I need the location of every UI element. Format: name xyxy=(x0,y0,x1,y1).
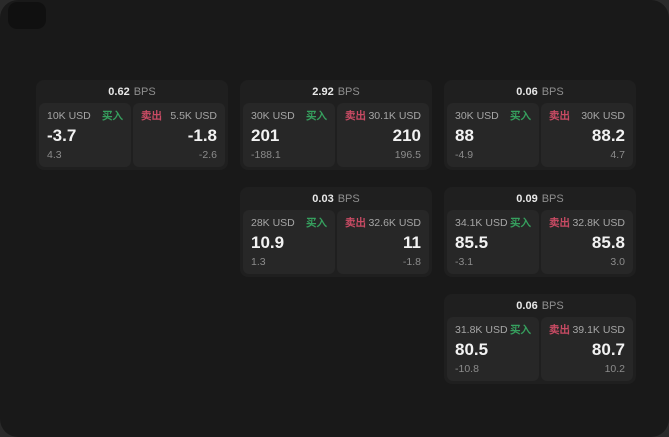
sell-side-label: 卖出 xyxy=(549,217,570,229)
bps-unit: BPS xyxy=(337,192,360,205)
buy-price: 10.9 xyxy=(251,233,285,252)
buy-delta: -4.9 xyxy=(455,149,474,161)
buy-price: 88 xyxy=(455,126,474,145)
sell-quote-panel[interactable]: 卖出 5.5K USD -1.8 -2.6 xyxy=(133,103,225,167)
card-header: 2.92 BPS xyxy=(240,80,432,103)
card-panels: 10K USD 买入 -3.7 4.3 卖出 5.5K USD -1.8 -2.… xyxy=(39,103,225,167)
sell-delta: 10.2 xyxy=(604,363,625,375)
sell-delta: 196.5 xyxy=(394,149,421,161)
sell-price: 80.7 xyxy=(591,340,625,359)
buy-amount: 30K USD xyxy=(251,110,295,122)
buy-quote-panel[interactable]: 30K USD 买入 88 -4.9 xyxy=(447,103,539,167)
buy-price: -3.7 xyxy=(47,126,77,145)
buy-side-label: 买入 xyxy=(510,217,531,229)
buy-price: 85.5 xyxy=(455,233,489,252)
card-header: 0.06 BPS xyxy=(444,294,636,317)
buy-quote-panel[interactable]: 31.8K USD 买入 80.5 -10.8 xyxy=(447,317,539,381)
quote-card: 0.62 BPS 10K USD 买入 -3.7 4.3 卖出 5.5K USD… xyxy=(36,80,228,170)
buy-amount: 31.8K USD xyxy=(455,324,508,336)
buy-price: 80.5 xyxy=(455,340,489,359)
bps-value: 0.06 xyxy=(516,299,538,312)
card-panels: 31.8K USD 买入 80.5 -10.8 卖出 39.1K USD 80.… xyxy=(447,317,633,381)
bps-value: 2.92 xyxy=(312,85,334,98)
sell-side-label: 卖出 xyxy=(549,324,570,336)
buy-side-label: 买入 xyxy=(306,217,327,229)
quote-card: 0.06 BPS 31.8K USD 买入 80.5 -10.8 卖出 39.1… xyxy=(444,294,636,384)
buy-side-label: 买入 xyxy=(510,110,531,122)
buy-side-label: 买入 xyxy=(102,110,123,122)
corner-tab-button[interactable] xyxy=(8,2,46,29)
card-header: 0.62 BPS xyxy=(36,80,228,103)
buy-quote-panel[interactable]: 34.1K USD 买入 85.5 -3.1 xyxy=(447,210,539,274)
card-header: 0.03 BPS xyxy=(240,187,432,210)
sell-price: -1.8 xyxy=(187,126,217,145)
sell-side-label: 卖出 xyxy=(141,110,162,122)
bps-unit: BPS xyxy=(337,85,360,98)
buy-quote-panel[interactable]: 30K USD 买入 201 -188.1 xyxy=(243,103,335,167)
buy-amount: 34.1K USD xyxy=(455,217,508,229)
sell-price: 11 xyxy=(403,233,421,252)
sell-price: 85.8 xyxy=(591,233,625,252)
buy-amount: 28K USD xyxy=(251,217,295,229)
card-panels: 34.1K USD 买入 85.5 -3.1 卖出 32.8K USD 85.8… xyxy=(447,210,633,274)
sell-price: 210 xyxy=(392,126,421,145)
sell-amount: 32.8K USD xyxy=(572,217,625,229)
buy-amount: 10K USD xyxy=(47,110,91,122)
bps-value: 0.62 xyxy=(108,85,130,98)
bps-unit: BPS xyxy=(541,192,564,205)
sell-amount: 5.5K USD xyxy=(170,110,217,122)
sell-quote-panel[interactable]: 卖出 30.1K USD 210 196.5 xyxy=(337,103,429,167)
sell-quote-panel[interactable]: 卖出 39.1K USD 80.7 10.2 xyxy=(541,317,633,381)
buy-amount: 30K USD xyxy=(455,110,499,122)
card-panels: 30K USD 买入 201 -188.1 卖出 30.1K USD 210 1… xyxy=(243,103,429,167)
buy-quote-panel[interactable]: 28K USD 买入 10.9 1.3 xyxy=(243,210,335,274)
sell-delta: -1.8 xyxy=(402,256,421,268)
buy-delta: -10.8 xyxy=(455,363,479,375)
card-header: 0.06 BPS xyxy=(444,80,636,103)
buy-side-label: 买入 xyxy=(306,110,327,122)
bps-value: 0.09 xyxy=(516,192,538,205)
sell-quote-panel[interactable]: 卖出 32.6K USD 11 -1.8 xyxy=(337,210,429,274)
sell-delta: 4.7 xyxy=(610,149,625,161)
buy-delta: 1.3 xyxy=(251,256,266,268)
bps-unit: BPS xyxy=(541,85,564,98)
bps-unit: BPS xyxy=(133,85,156,98)
sell-delta: 3.0 xyxy=(610,256,625,268)
sell-amount: 30.1K USD xyxy=(368,110,421,122)
quote-card: 0.06 BPS 30K USD 买入 88 -4.9 卖出 30K USD 8… xyxy=(444,80,636,170)
sell-amount: 30K USD xyxy=(581,110,625,122)
buy-delta: -3.1 xyxy=(455,256,474,268)
bps-value: 0.06 xyxy=(516,85,538,98)
sell-amount: 39.1K USD xyxy=(572,324,625,336)
card-header: 0.09 BPS xyxy=(444,187,636,210)
sell-side-label: 卖出 xyxy=(345,217,366,229)
buy-delta: -188.1 xyxy=(251,149,281,161)
sell-side-label: 卖出 xyxy=(345,110,366,122)
sell-quote-panel[interactable]: 卖出 30K USD 88.2 4.7 xyxy=(541,103,633,167)
sell-delta: -2.6 xyxy=(198,149,217,161)
bps-value: 0.03 xyxy=(312,192,334,205)
buy-delta: 4.3 xyxy=(47,149,62,161)
buy-quote-panel[interactable]: 10K USD 买入 -3.7 4.3 xyxy=(39,103,131,167)
quote-card: 2.92 BPS 30K USD 买入 201 -188.1 卖出 30.1K … xyxy=(240,80,432,170)
card-panels: 30K USD 买入 88 -4.9 卖出 30K USD 88.2 4.7 xyxy=(447,103,633,167)
sell-side-label: 卖出 xyxy=(549,110,570,122)
sell-amount: 32.6K USD xyxy=(368,217,421,229)
sell-quote-panel[interactable]: 卖出 32.8K USD 85.8 3.0 xyxy=(541,210,633,274)
buy-price: 201 xyxy=(251,126,280,145)
card-panels: 28K USD 买入 10.9 1.3 卖出 32.6K USD 11 -1.8 xyxy=(243,210,429,274)
quote-card: 0.09 BPS 34.1K USD 买入 85.5 -3.1 卖出 32.8K… xyxy=(444,187,636,277)
buy-side-label: 买入 xyxy=(510,324,531,336)
quote-card: 0.03 BPS 28K USD 买入 10.9 1.3 卖出 32.6K US… xyxy=(240,187,432,277)
bps-unit: BPS xyxy=(541,299,564,312)
sell-price: 88.2 xyxy=(591,126,625,145)
